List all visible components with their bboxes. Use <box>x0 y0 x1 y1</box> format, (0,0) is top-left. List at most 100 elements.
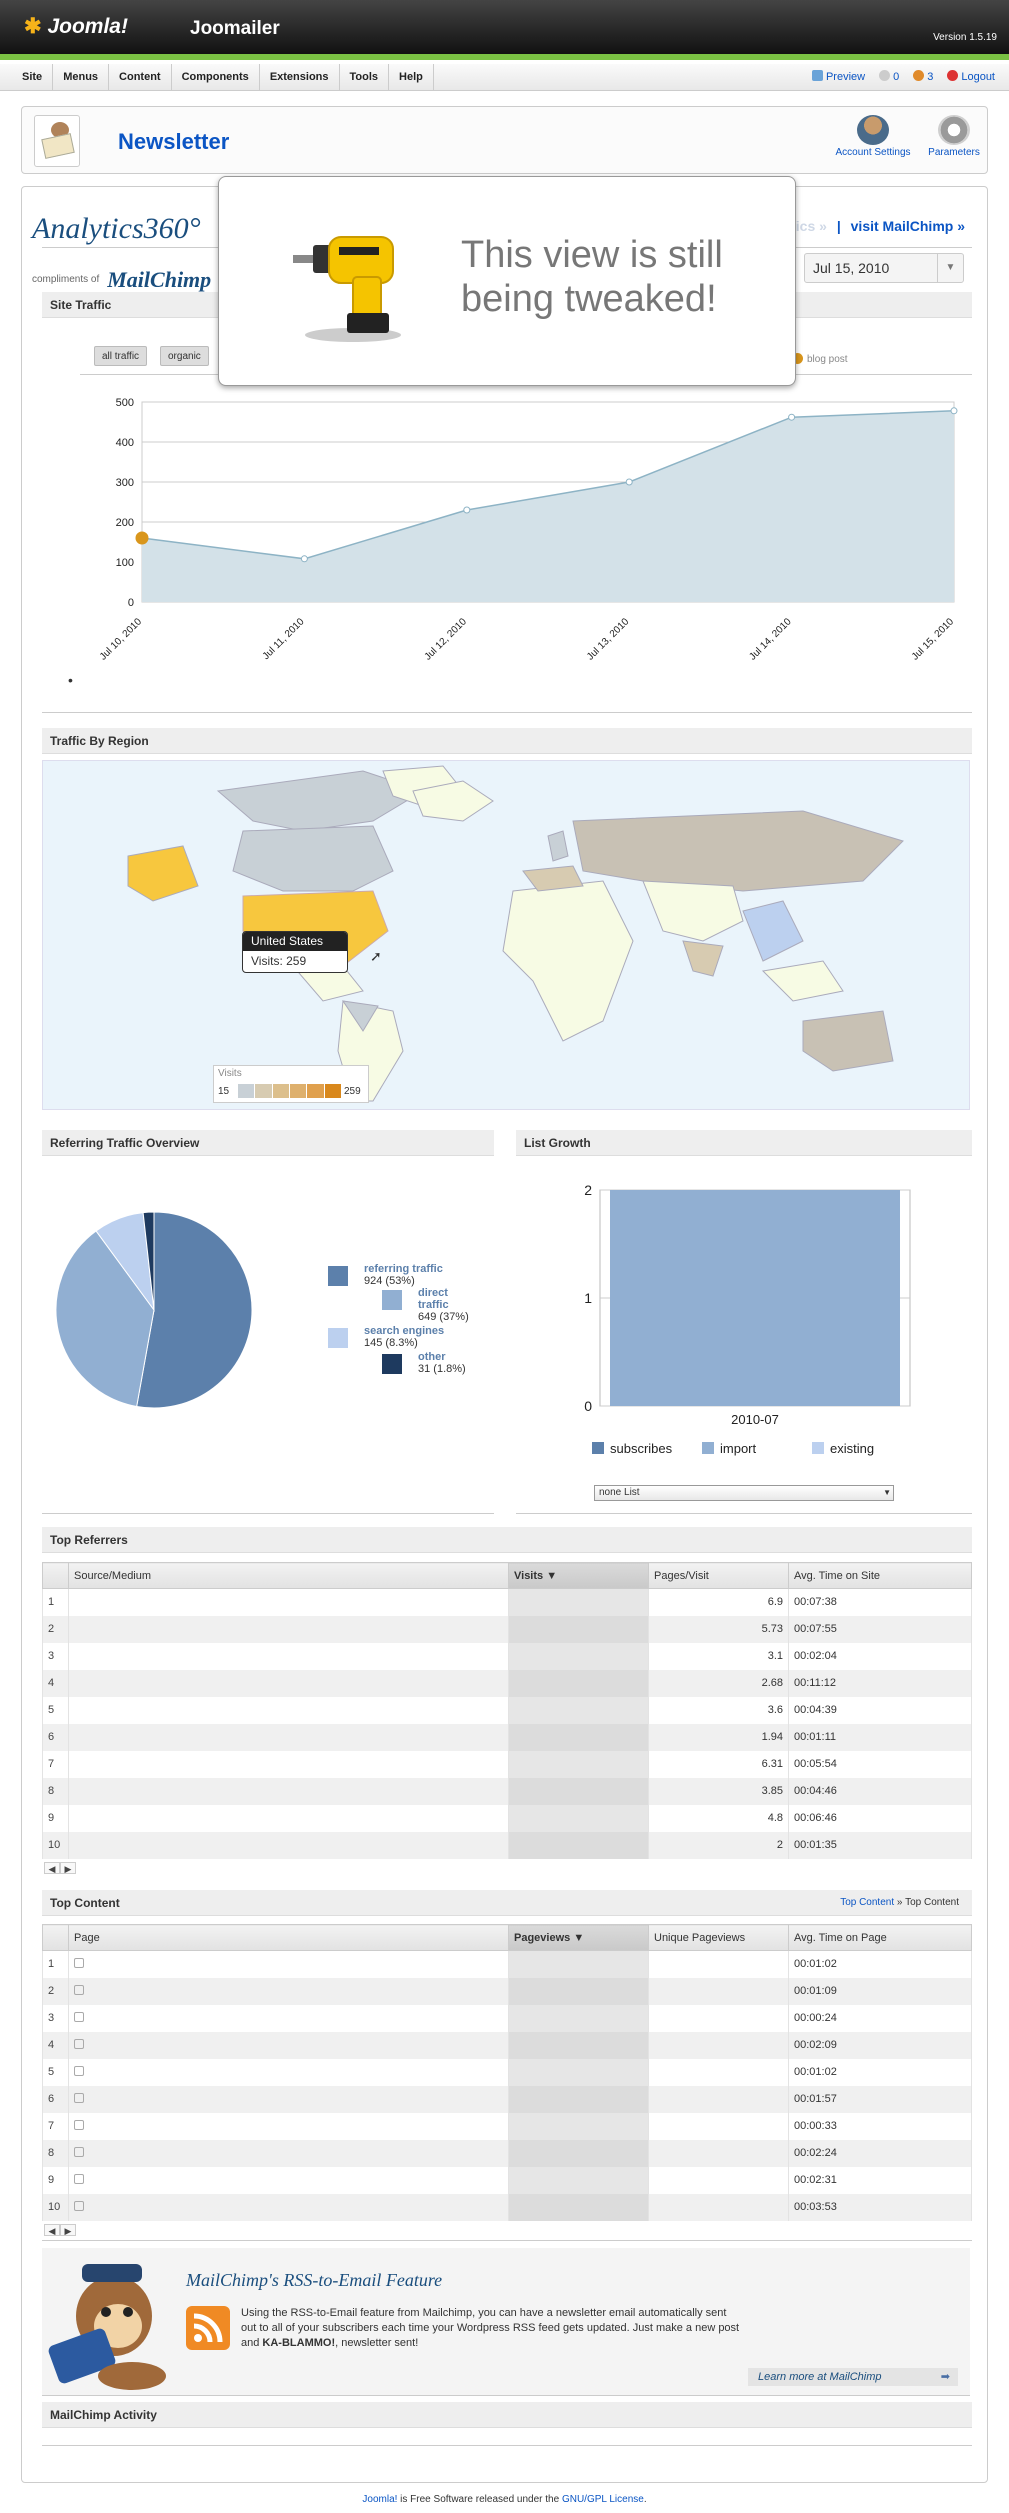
col-pageviews[interactable]: Pageviews ▼ <box>508 1924 649 1951</box>
learn-more-link[interactable]: Learn more at MailChimp ➡ <box>748 2368 958 2386</box>
col-visits[interactable]: Visits ▼ <box>508 1562 649 1589</box>
pie-slice-direct-traffic[interactable] <box>55 1230 155 1408</box>
source-medium-cell[interactable] <box>68 1804 509 1832</box>
rss-icon <box>186 2306 230 2350</box>
pages-per-visit-cell: 3.1 <box>648 1642 789 1670</box>
external-link-icon[interactable] <box>74 2120 84 2130</box>
legend-blog-post[interactable]: blog post <box>792 353 848 365</box>
legend-label: traffic <box>418 1299 449 1311</box>
menu-extensions[interactable]: Extensions <box>260 64 340 91</box>
y-tick-label: 400 <box>116 437 134 449</box>
page-cell[interactable] <box>68 2193 509 2221</box>
app-title: Joomailer <box>190 18 280 39</box>
menu-menus[interactable]: Menus <box>53 64 110 91</box>
next-page-button[interactable]: ▶ <box>60 1862 76 1874</box>
col-source-medium[interactable]: Source/Medium <box>68 1562 509 1589</box>
joomla-link[interactable]: Joomla! <box>362 2494 398 2505</box>
legend-swatch <box>382 1290 402 1310</box>
pie-slice-other[interactable] <box>142 1211 155 1311</box>
source-medium-cell[interactable] <box>68 1696 509 1724</box>
avg-time-cell: 00:02:09 <box>788 2031 972 2059</box>
row-number: 9 <box>42 1804 69 1832</box>
col-pages-per-visit[interactable]: Pages/Visit <box>648 1562 789 1589</box>
data-point[interactable] <box>625 478 633 486</box>
page-cell[interactable] <box>68 2058 509 2086</box>
page-cell[interactable] <box>68 2004 509 2032</box>
table-row: 3 00:00:24 <box>42 2004 972 2032</box>
date-select[interactable]: Jul 15, 2010 ▼ <box>804 253 964 283</box>
data-point[interactable] <box>300 555 308 563</box>
source-medium-cell[interactable] <box>68 1615 509 1643</box>
avg-time-cell: 00:06:46 <box>788 1804 972 1832</box>
tab-organic[interactable]: organic <box>160 346 209 366</box>
data-point[interactable] <box>788 413 796 421</box>
visits-cell <box>508 1723 649 1751</box>
status-links: Preview 0 3 Logout <box>811 64 995 90</box>
legend-value: 924 (53%) <box>364 1275 415 1287</box>
page-cell[interactable] <box>68 1950 509 1978</box>
external-link-icon[interactable] <box>74 2012 84 2022</box>
referrers-pager: ◀ ▶ <box>44 1862 84 1875</box>
external-link-icon[interactable] <box>74 2174 84 2184</box>
external-link-icon[interactable] <box>74 2066 84 2076</box>
col-avg-time-on-site[interactable]: Avg. Time on Site <box>788 1562 972 1589</box>
tab-all-traffic[interactable]: all traffic <box>94 346 148 366</box>
menu-tools[interactable]: Tools <box>340 64 390 91</box>
legend-label-subscribes: subscribes <box>610 1441 673 1456</box>
page-cell[interactable] <box>68 2085 509 2113</box>
source-medium-cell[interactable] <box>68 1777 509 1805</box>
page-cell[interactable] <box>68 1977 509 2005</box>
col-unique-pageviews[interactable]: Unique Pageviews <box>648 1924 789 1951</box>
data-point[interactable] <box>135 531 149 545</box>
row-number: 6 <box>42 1723 69 1751</box>
users-link[interactable]: 3 <box>913 64 933 90</box>
next-page-button[interactable]: ▶ <box>60 2224 76 2236</box>
preview-link[interactable]: Preview <box>811 64 865 90</box>
page-cell[interactable] <box>68 2139 509 2167</box>
gpl-license-link[interactable]: GNU/GPL License <box>561 2494 644 2505</box>
logout-link[interactable]: Logout <box>947 64 995 90</box>
page-cell[interactable] <box>68 2166 509 2194</box>
external-link-icon[interactable] <box>74 2201 84 2211</box>
source-medium-cell[interactable] <box>68 1588 509 1616</box>
list-select[interactable]: none List ▼ <box>594 1485 894 1501</box>
col-avg-time-on-page[interactable]: Avg. Time on Page <box>788 1924 972 1951</box>
menu-content[interactable]: Content <box>109 64 172 91</box>
avg-time-cell: 00:01:57 <box>788 2085 972 2113</box>
menu-help[interactable]: Help <box>389 64 434 91</box>
legend-label: other <box>418 1351 446 1363</box>
source-medium-cell[interactable] <box>68 1723 509 1751</box>
page-cell[interactable] <box>68 2112 509 2140</box>
prev-page-button[interactable]: ◀ <box>44 2224 60 2236</box>
bar-import[interactable] <box>610 1190 900 1406</box>
external-link-icon[interactable] <box>74 2147 84 2157</box>
source-medium-cell[interactable] <box>68 1669 509 1697</box>
pageviews-cell <box>508 2004 649 2032</box>
messages-link[interactable]: 0 <box>879 64 899 90</box>
messages-icon <box>879 70 891 81</box>
parameters-button[interactable]: Parameters <box>924 115 984 158</box>
data-point[interactable] <box>463 506 471 514</box>
world-map[interactable]: United States Visits: 259 ➚ Visits 15 25… <box>42 760 970 1110</box>
menu-bar: Site Menus Content Components Extensions Tool… <box>0 64 1009 91</box>
col-page[interactable]: Page <box>68 1924 509 1951</box>
page-cell[interactable] <box>68 2031 509 2059</box>
source-medium-cell[interactable] <box>68 1831 509 1859</box>
menu-site[interactable]: Site <box>12 64 54 91</box>
source-medium-cell[interactable] <box>68 1750 509 1778</box>
external-link-icon[interactable] <box>74 2039 84 2049</box>
unique-pageviews-cell <box>648 2085 789 2113</box>
account-settings-button[interactable]: Account Settings <box>828 115 918 158</box>
data-point[interactable] <box>950 407 958 415</box>
mailchimp-link[interactable]: visit MailChimp » <box>850 218 965 234</box>
external-link-icon[interactable] <box>74 1985 84 1995</box>
source-medium-cell[interactable] <box>68 1642 509 1670</box>
joomla-logo[interactable]: ✱ Joomla! <box>24 14 128 39</box>
breadcrumb-top-content-link[interactable]: Top Content <box>840 1897 895 1908</box>
prev-page-button[interactable]: ◀ <box>44 1862 60 1874</box>
menu-components[interactable]: Components <box>172 64 260 91</box>
arrow-right-icon: ➡ <box>940 2371 950 2383</box>
external-link-icon[interactable] <box>74 1958 84 1969</box>
pie-slice-referring-traffic[interactable] <box>136 1211 253 1409</box>
external-link-icon[interactable] <box>74 2093 84 2103</box>
